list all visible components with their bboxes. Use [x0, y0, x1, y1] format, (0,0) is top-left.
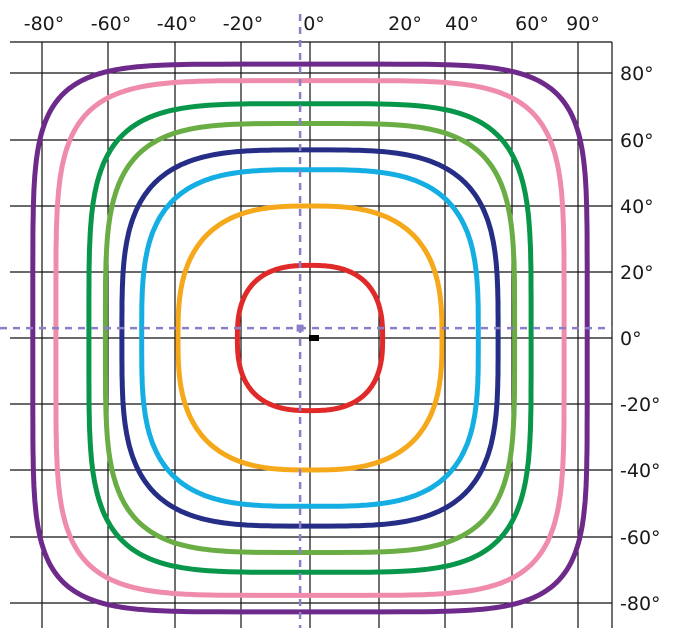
x-tick-label: -20°	[223, 13, 264, 35]
y-tick-label: 80°	[620, 63, 654, 85]
x-tick-label: 20°	[388, 13, 422, 35]
x-tick-label: 0°	[303, 13, 325, 35]
x-tick-label: 40°	[445, 13, 479, 35]
y-tick-labels: 80° 60° 40° 20° 0° -20° -40° -60° -80°	[620, 63, 661, 615]
x-tick-label: -40°	[157, 13, 198, 35]
curves	[30, 61, 590, 615]
series-curve-1	[234, 262, 386, 414]
x-tick-label: 90°	[566, 13, 600, 35]
y-tick-label: 60°	[620, 130, 654, 152]
x-tick-label: -60°	[91, 13, 132, 35]
x-tick-labels: -80° -60° -40° -20° 0° 20° 40° 60° 90°	[24, 13, 600, 35]
series-curve-5	[102, 121, 518, 555]
y-tick-label: -20°	[620, 394, 661, 416]
y-tick-label: 40°	[620, 196, 654, 218]
series-curve-7	[53, 78, 567, 598]
series-curve-3	[139, 167, 481, 509]
series-curve-6	[86, 101, 534, 575]
y-tick-label: -80°	[620, 593, 661, 615]
y-tick-label: -40°	[620, 460, 661, 482]
crosshair	[0, 14, 612, 628]
crosshair-marker	[296, 324, 304, 332]
series-curve-4	[119, 147, 501, 529]
center-marker	[309, 335, 319, 341]
series-curve-2	[175, 203, 445, 473]
y-tick-label: -60°	[620, 527, 661, 549]
series-curve-8	[30, 61, 590, 615]
y-tick-label: 0°	[620, 328, 642, 350]
y-tick-label: 20°	[620, 262, 654, 284]
x-tick-label: -80°	[24, 13, 65, 35]
x-tick-label: 60°	[515, 13, 549, 35]
